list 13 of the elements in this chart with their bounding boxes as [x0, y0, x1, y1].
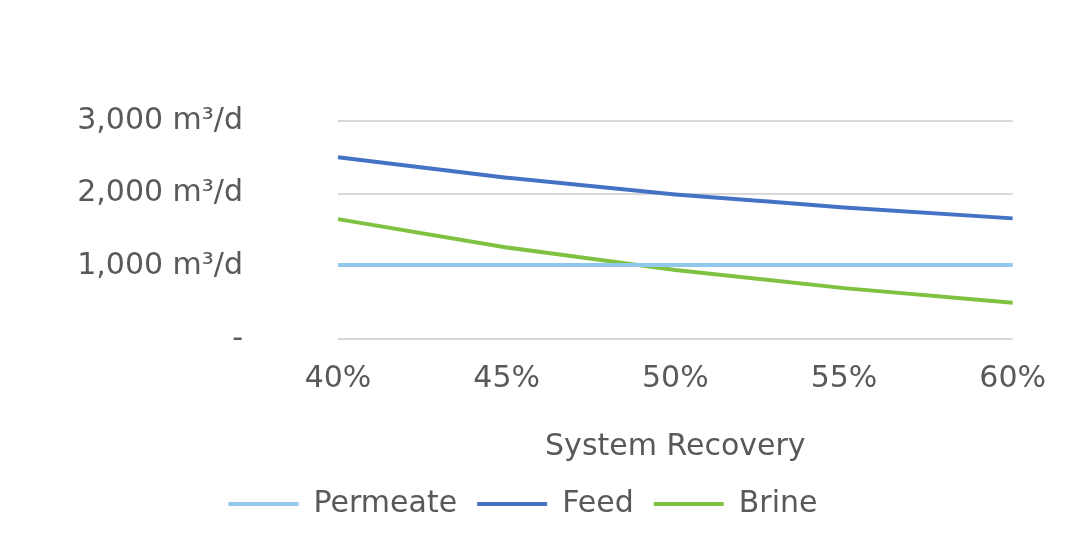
legend-label: Brine [738, 483, 818, 519]
y-tick-label: 2,000 m³/d [77, 173, 243, 209]
legend-label: Permeate [313, 483, 458, 519]
y-tick-label: 1,000 m³/d [77, 246, 243, 282]
x-tick-label: 40% [304, 358, 372, 394]
legend-label: Feed [562, 483, 634, 519]
x-tick-label: 45% [473, 358, 541, 394]
x-tick-label: 50% [641, 358, 709, 394]
y-tick-label: - [232, 318, 243, 354]
x-tick-label: 60% [979, 358, 1046, 394]
y-tick-label: 3,000 m³/d [77, 100, 243, 136]
x-axis-title: System Recovery [545, 426, 806, 462]
x-tick-label: 55% [810, 358, 878, 394]
